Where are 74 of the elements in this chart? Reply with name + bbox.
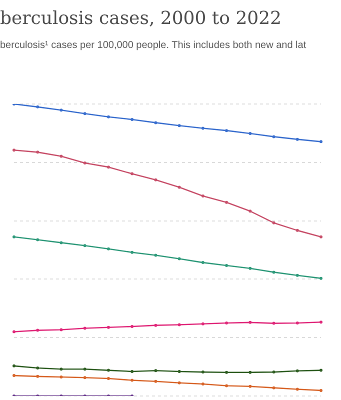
point <box>83 376 86 380</box>
point <box>106 326 110 329</box>
point <box>154 178 158 182</box>
point <box>296 274 299 277</box>
chart-title: berculosis cases, 2000 to 2022 <box>0 8 282 29</box>
point <box>248 132 252 135</box>
point <box>178 257 181 260</box>
point <box>60 328 63 332</box>
point <box>320 140 322 144</box>
point <box>60 241 63 244</box>
point <box>296 388 299 391</box>
point <box>12 148 16 152</box>
point <box>130 172 134 176</box>
point <box>154 324 158 327</box>
point <box>36 374 40 378</box>
point <box>36 105 40 108</box>
point <box>272 270 276 274</box>
point <box>201 322 204 326</box>
point <box>178 124 181 128</box>
point <box>248 370 252 374</box>
point <box>248 266 252 270</box>
chart-subtitle: berculosis¹ cases per 100,000 people. This includes both new and lat <box>0 40 306 51</box>
point <box>83 112 86 116</box>
point <box>225 384 228 388</box>
point <box>83 368 86 371</box>
point <box>272 322 276 325</box>
point <box>106 368 110 372</box>
point <box>272 386 276 390</box>
point <box>60 368 63 371</box>
point <box>36 150 40 154</box>
point <box>154 254 158 257</box>
point <box>60 376 63 379</box>
point <box>12 235 16 238</box>
point <box>296 369 299 372</box>
point <box>272 221 276 224</box>
point <box>320 235 322 238</box>
point <box>320 276 322 280</box>
point <box>130 250 134 254</box>
point <box>12 364 16 368</box>
point <box>106 115 110 118</box>
point <box>248 320 252 324</box>
point <box>248 210 252 213</box>
point <box>12 374 16 378</box>
point <box>320 320 322 324</box>
point <box>296 138 299 141</box>
point <box>36 238 40 242</box>
point <box>154 121 158 124</box>
point <box>296 228 299 232</box>
point <box>248 384 252 388</box>
point <box>272 135 276 138</box>
point <box>106 166 110 169</box>
point <box>225 200 228 204</box>
point <box>106 247 110 250</box>
point <box>201 126 204 130</box>
point <box>83 161 86 164</box>
point <box>320 368 322 372</box>
point <box>178 186 181 189</box>
point <box>178 381 181 384</box>
point <box>83 244 86 248</box>
point <box>225 370 228 374</box>
point <box>201 194 204 198</box>
point <box>178 370 181 373</box>
point <box>130 378 134 382</box>
point <box>320 388 322 392</box>
point <box>60 154 63 158</box>
point <box>83 326 86 330</box>
point <box>36 328 40 332</box>
point <box>60 108 63 112</box>
point <box>12 330 16 334</box>
point <box>154 380 158 383</box>
point <box>178 323 181 326</box>
point <box>225 129 228 132</box>
point <box>272 370 276 374</box>
point <box>154 369 158 372</box>
